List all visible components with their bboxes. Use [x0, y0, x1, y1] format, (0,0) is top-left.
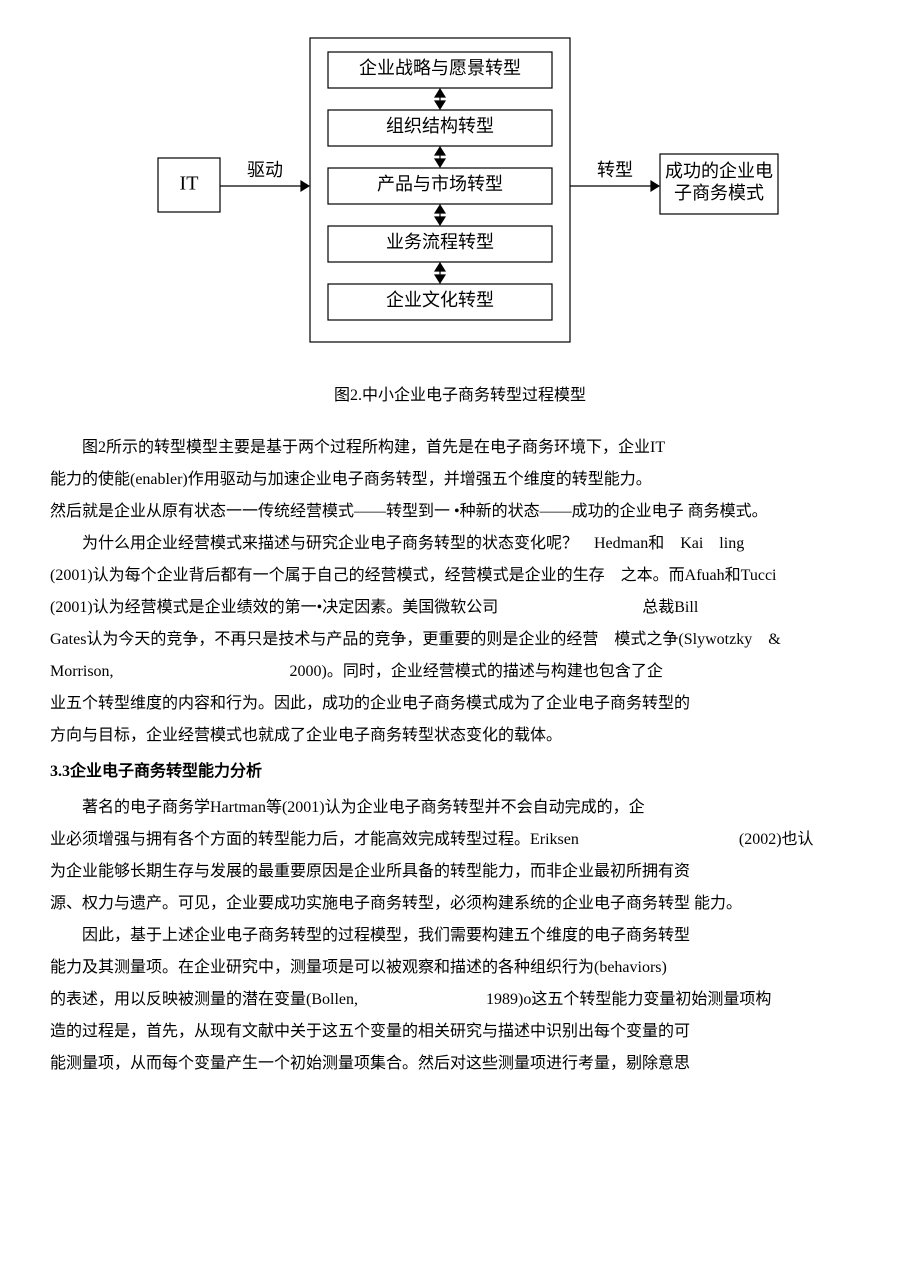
- body-text: 造的过程是，首先，从现有文献中关于这五个变量的相关研究与描述中识别出每个变量的可: [50, 1016, 870, 1048]
- svg-text:企业战略与愿景转型: 企业战略与愿景转型: [359, 58, 521, 78]
- body-text: Morrison, 2000)。同时，企业经营模式的描述与构建也包含了企: [50, 656, 870, 688]
- body-text: 为什么用企业经营模式来描述与研究企业电子商务转型的状态变化呢？ Hedman和 …: [50, 528, 870, 560]
- body-text: 因此，基于上述企业电子商务转型的过程模型，我们需要构建五个维度的电子商务转型: [50, 920, 870, 952]
- svg-text:业务流程转型: 业务流程转型: [386, 232, 494, 252]
- body-text: 方向与目标，企业经营模式也就成了企业电子商务转型状态变化的载体。: [50, 720, 870, 752]
- body-text: 业必须增强与拥有各个方面的转型能力后，才能高效完成转型过程。Eriksen (2…: [50, 824, 870, 856]
- transformation-diagram: 企业战略与愿景转型组织结构转型产品与市场转型业务流程转型企业文化转型 IT 成功的企…: [140, 30, 780, 350]
- body-text: (2001)认为经营模式是企业绩效的第一•决定因素。美国微软公司 总裁Bill: [50, 592, 870, 624]
- body-text: 著名的电子商务学Hartman等(2001)认为企业电子商务转型并不会自动完成的…: [50, 792, 870, 824]
- diagram-container: 企业战略与愿景转型组织结构转型产品与市场转型业务流程转型企业文化转型 IT 成功的企…: [50, 30, 870, 350]
- body-text: (2001)认为每个企业背后都有一个属于自己的经营模式，经营模式是企业的生存 之…: [50, 560, 870, 592]
- body-text: 能测量项，从而每个变量产生一个初始测量项集合。然后对这些测量项进行考量，剔除意思: [50, 1048, 870, 1080]
- body-text: 然后就是企业从原有状态一一传统经营模式——转型到一 •种新的状态——成功的企业电…: [50, 496, 870, 528]
- body-text: 图2所示的转型模型主要是基于两个过程所构建，首先是在电子商务环境下，企业IT: [50, 432, 870, 464]
- body-text: 源、权力与遗产。可见，企业要成功实施电子商务转型，必须构建系统的企业电子商务转型…: [50, 888, 870, 920]
- figure-caption: 图2.中小企业电子商务转型过程模型: [50, 380, 870, 412]
- svg-text:子商务模式: 子商务模式: [674, 183, 764, 203]
- body-text: Gates认为今天的竞争，不再只是技术与产品的竞争，更重要的则是企业的经营 模式…: [50, 624, 870, 656]
- svg-text:企业文化转型: 企业文化转型: [386, 290, 494, 310]
- body-text: 的表述，用以反映被测量的潜在变量(Bollen, 1989)o这五个转型能力变量…: [50, 984, 870, 1016]
- body-text: 能力的使能(enabler)作用驱动与加速企业电子商务转型，并增强五个维度的转型…: [50, 464, 870, 496]
- svg-text:组织结构转型: 组织结构转型: [386, 116, 494, 136]
- body-text: 业五个转型维度的内容和行为。因此，成功的企业电子商务模式成为了企业电子商务转型的: [50, 688, 870, 720]
- svg-text:成功的企业电: 成功的企业电: [665, 161, 773, 181]
- svg-text:IT: IT: [180, 173, 199, 195]
- svg-text:驱动: 驱动: [247, 160, 283, 180]
- svg-text:产品与市场转型: 产品与市场转型: [377, 174, 503, 194]
- body-text: 能力及其测量项。在企业研究中，测量项是可以被观察和描述的各种组织行为(behav…: [50, 952, 870, 984]
- section-heading: 3.3企业电子商务转型能力分析: [50, 756, 870, 788]
- svg-text:转型: 转型: [597, 160, 633, 180]
- body-text: 为企业能够长期生存与发展的最重要原因是企业所具备的转型能力，而非企业最初所拥有资: [50, 856, 870, 888]
